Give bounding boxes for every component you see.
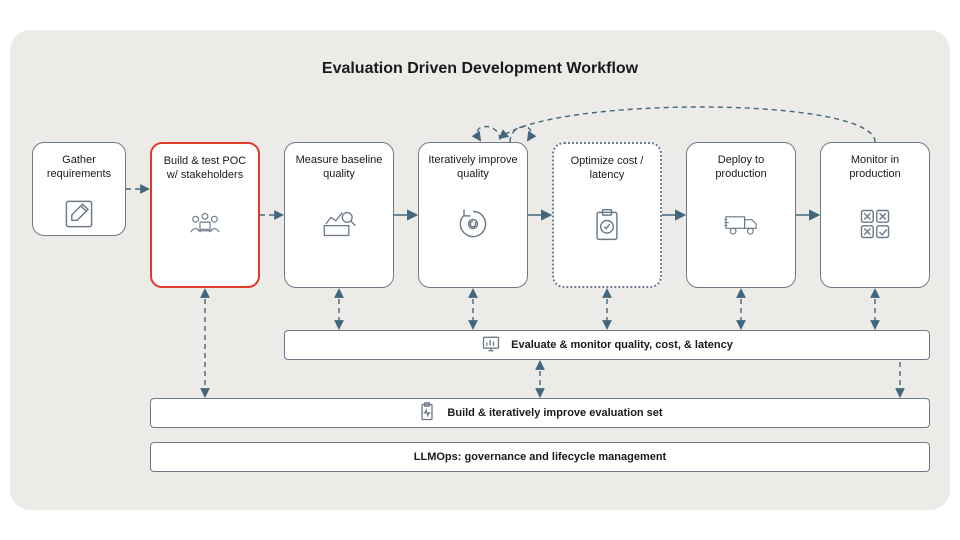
node-label: Deploy to production	[693, 153, 789, 182]
node-label: Monitor in production	[827, 153, 923, 182]
node-monitor: Monitor in production	[820, 142, 930, 288]
bar-evalset: Build & iteratively improve evaluation s…	[150, 398, 930, 428]
node-label: Iteratively improve quality	[425, 153, 521, 182]
bar-llmops: LLMOps: governance and lifecycle managem…	[150, 442, 930, 472]
node-label: Gather requirements	[39, 153, 119, 182]
clipboard-pulse-icon	[417, 402, 437, 425]
bar-label: Build & iteratively improve evaluation s…	[447, 407, 662, 419]
node-gather: Gather requirements	[32, 142, 126, 236]
stakeholders-icon	[158, 195, 252, 255]
bar-label: LLMOps: governance and lifecycle managem…	[414, 451, 666, 463]
monitor-chart-icon	[481, 334, 501, 357]
node-poc: Build & test POC w/ stakeholders	[150, 142, 260, 288]
node-optimize: Optimize cost / latency	[552, 142, 662, 288]
truck-icon	[693, 194, 789, 254]
node-label: Optimize cost / latency	[560, 154, 654, 183]
node-improve: Iteratively improve quality	[418, 142, 528, 288]
grid-check-icon	[827, 194, 923, 254]
clipboard-check-icon	[560, 195, 654, 255]
chart-magnify-icon	[291, 194, 387, 254]
node-baseline: Measure baseline quality	[284, 142, 394, 288]
workflow-canvas: Evaluation Driven Development Workflow G…	[10, 30, 950, 510]
node-deploy: Deploy to production	[686, 142, 796, 288]
cycle-icon	[425, 194, 521, 254]
node-label: Build & test POC w/ stakeholders	[158, 154, 252, 183]
bar-label: Evaluate & monitor quality, cost, & late…	[511, 339, 733, 351]
pencil-note-icon	[39, 194, 119, 234]
bar-evaluate: Evaluate & monitor quality, cost, & late…	[284, 330, 930, 360]
diagram-title: Evaluation Driven Development Workflow	[10, 60, 950, 78]
node-label: Measure baseline quality	[291, 153, 387, 182]
